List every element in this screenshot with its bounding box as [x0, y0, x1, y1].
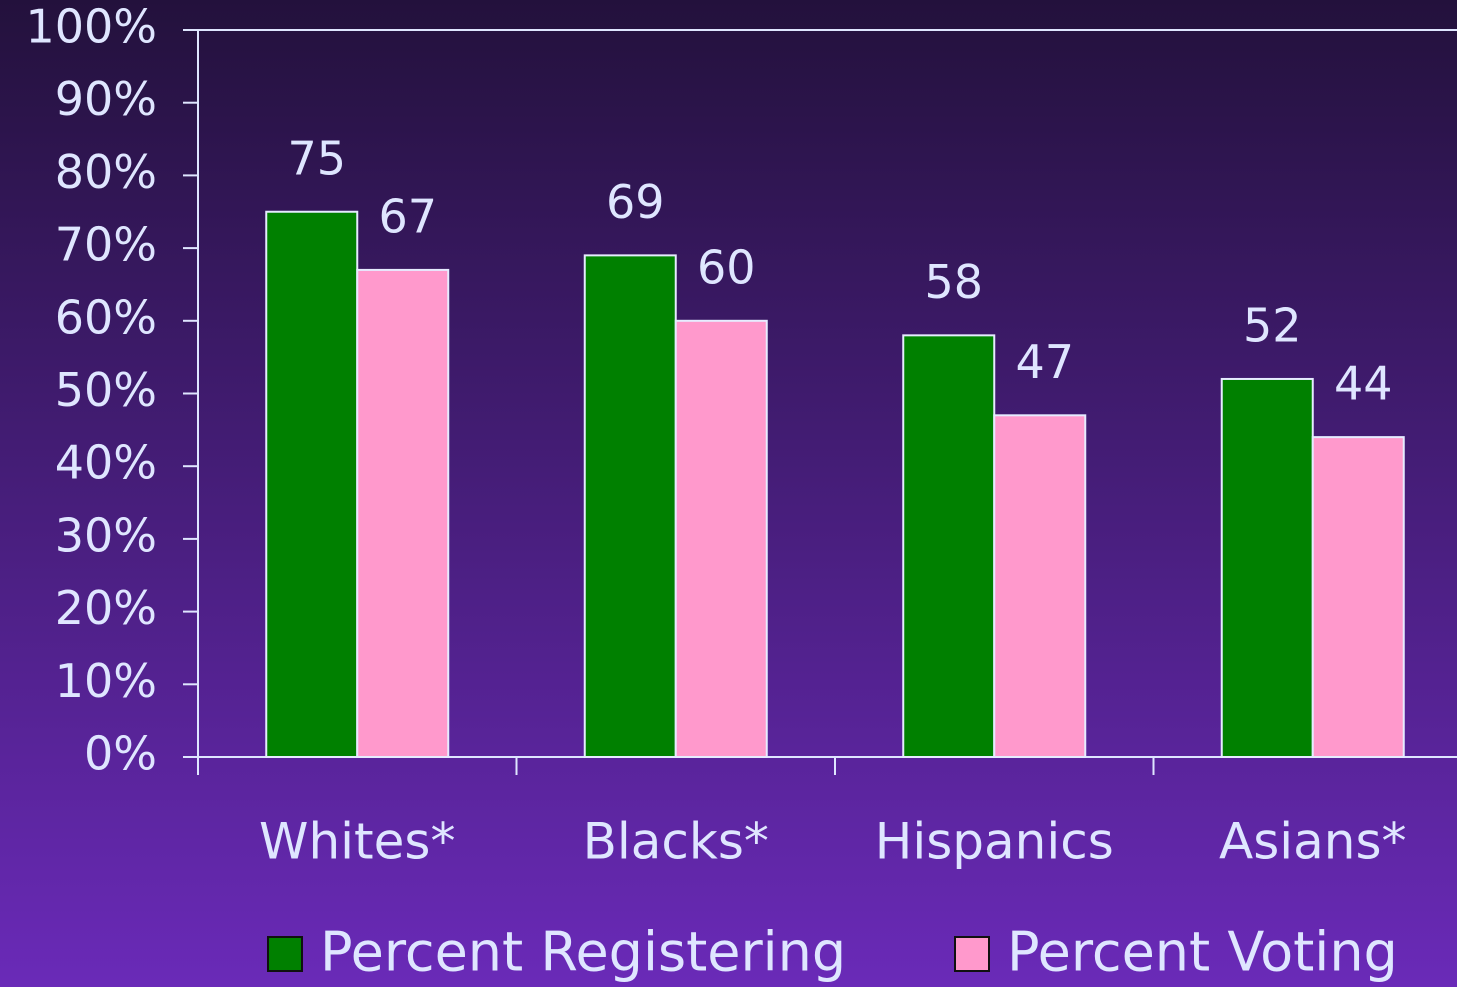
x-tick-label: Hispanics [875, 813, 1114, 871]
bar [1220, 377, 1314, 758]
y-tick-label: 60% [55, 290, 157, 344]
x-tick-label: Asians* [1219, 813, 1407, 871]
bar [1311, 436, 1405, 758]
y-tick-label: 90% [55, 72, 157, 126]
y-tick-label: 20% [55, 581, 157, 635]
legend-label: Percent Voting [1007, 921, 1398, 984]
y-tick-label: 80% [55, 145, 157, 199]
y-tick-label: 50% [55, 363, 157, 417]
y-tick-label: 0% [84, 727, 157, 781]
legend-swatch [267, 936, 303, 972]
value-label: 67 [378, 189, 437, 243]
x-tick-label: Whites* [259, 813, 455, 871]
y-tick-label: 30% [55, 508, 157, 562]
value-label: 75 [287, 131, 346, 185]
legend-swatch [954, 936, 990, 972]
x-tick-label: Blacks* [583, 813, 769, 871]
value-label: 52 [1243, 298, 1302, 352]
bar [356, 268, 450, 758]
bar [902, 334, 996, 758]
value-label: 69 [606, 175, 665, 229]
bar [674, 319, 768, 758]
value-label: 58 [924, 255, 983, 309]
value-label: 44 [1334, 357, 1393, 411]
bar [993, 414, 1087, 758]
legend-label: Percent Registering [320, 921, 846, 984]
y-tick-label: 100% [25, 0, 157, 54]
bar [583, 254, 677, 758]
bar [265, 210, 359, 758]
y-tick-label: 70% [55, 218, 157, 272]
y-tick-label: 10% [55, 654, 157, 708]
y-tick-label: 40% [55, 436, 157, 490]
value-label: 60 [697, 240, 756, 294]
value-label: 47 [1015, 335, 1074, 389]
